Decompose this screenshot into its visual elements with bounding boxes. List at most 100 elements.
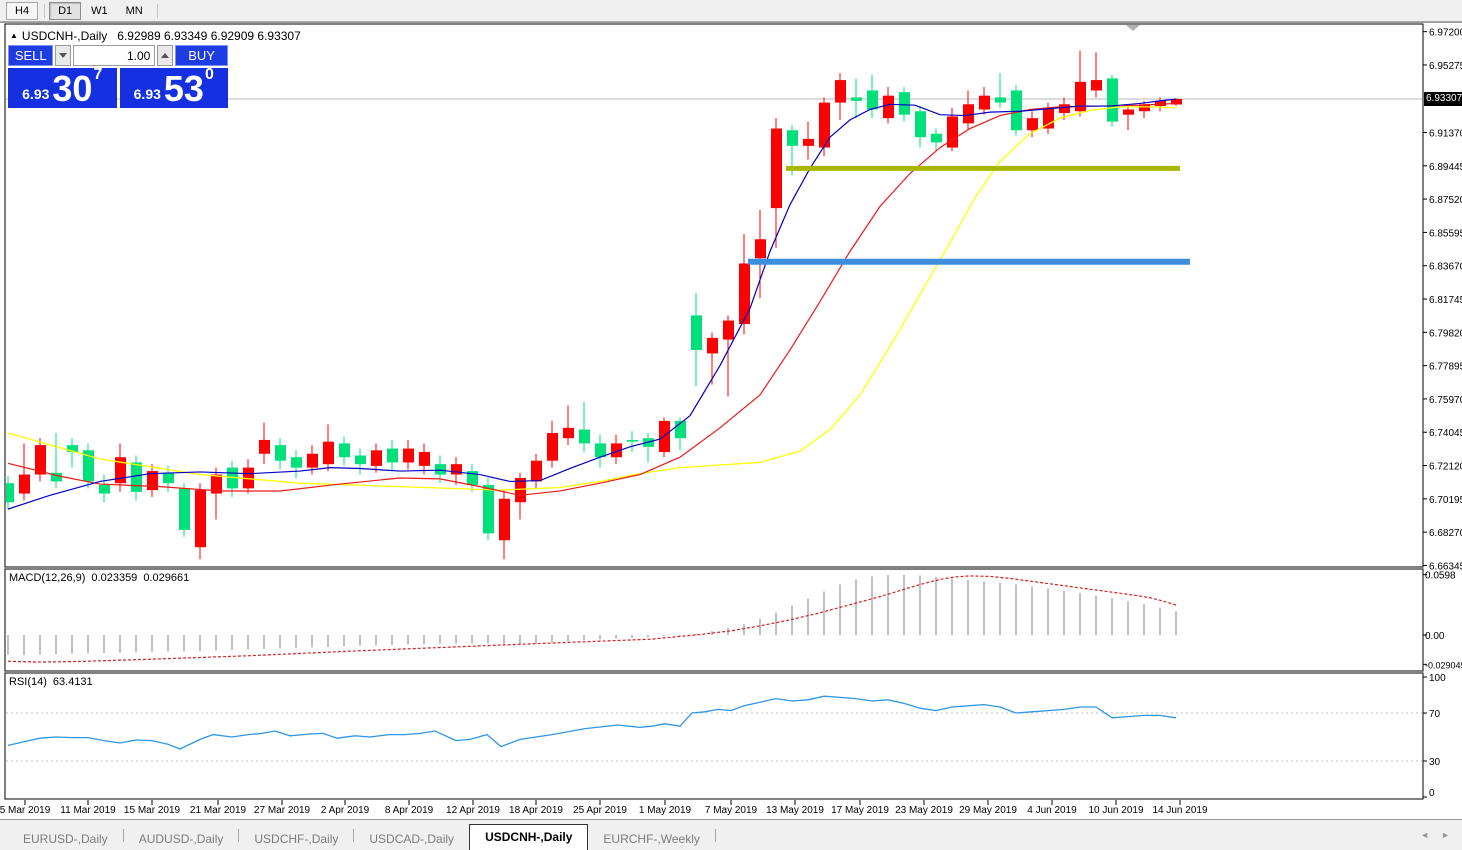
rsi-pane bbox=[6, 695, 1422, 762]
tab-separator bbox=[122, 828, 124, 842]
candle-body bbox=[435, 464, 446, 475]
chart-tab-bar: EURUSD-,Daily AUDUSD-,Daily USDCHF-,Dail… bbox=[0, 819, 1462, 850]
candle-body bbox=[1139, 104, 1150, 112]
one-click-trade-panel: SELL BUY 6.93 30 7 6.93 53 0 bbox=[8, 45, 228, 108]
tab-scroll-controls: ◄ ► bbox=[1420, 830, 1450, 840]
candle-body bbox=[451, 464, 462, 475]
candle-body bbox=[819, 102, 830, 148]
sell-price-base: 6.93 bbox=[22, 86, 50, 102]
timeframe-button-mn[interactable]: MN bbox=[125, 4, 143, 17]
candle-body bbox=[851, 97, 862, 101]
macd-pane-label: MACD(12,26,9) 0.023359 0.029661 bbox=[9, 572, 195, 584]
macd-indicator-name: MACD(12,26,9) bbox=[9, 572, 86, 584]
macd-main-value: 0.023359 bbox=[91, 572, 138, 584]
main-price-pane bbox=[6, 50, 1422, 560]
date-axis-label: 10 Jun 2019 bbox=[1088, 805, 1143, 816]
candle-body bbox=[947, 116, 958, 148]
price-axis-label: 6.70195 bbox=[1429, 495, 1462, 506]
buy-button[interactable]: BUY bbox=[175, 45, 228, 66]
candle-body bbox=[531, 460, 542, 482]
candle-body bbox=[35, 445, 46, 475]
chart-tab-usdcnh-active[interactable]: USDCNH-,Daily bbox=[469, 824, 589, 850]
chart-symbol-label: USDCNH-,Daily bbox=[21, 29, 108, 43]
timeframe-toolbar: H4 D1 W1 MN bbox=[0, 0, 1462, 22]
timeframe-button-d1[interactable]: D1 bbox=[49, 1, 82, 20]
candle-body bbox=[1059, 104, 1070, 113]
date-axis-label: 29 May 2019 bbox=[959, 805, 1017, 816]
candle-body bbox=[195, 490, 206, 548]
date-axis-label: 18 Apr 2019 bbox=[509, 805, 563, 816]
rsi-pane-label: RSI(14) 63.4131 bbox=[9, 676, 99, 688]
volume-increase-button[interactable] bbox=[157, 45, 174, 66]
candle-body bbox=[627, 439, 638, 442]
candle-body bbox=[307, 453, 318, 468]
candle-body bbox=[659, 420, 670, 453]
chart-tab-audusd[interactable]: AUDUSD-,Daily bbox=[138, 832, 224, 846]
chart-title: ▲ USDCNH-,Daily 6.92989 6.93349 6.92909 6.… bbox=[10, 29, 301, 43]
date-axis-label: 13 May 2019 bbox=[766, 805, 824, 816]
candle-body bbox=[115, 457, 126, 484]
arrow-up-icon bbox=[161, 53, 170, 58]
volume-decrease-button[interactable] bbox=[55, 45, 72, 66]
date-axis-label: 21 Mar 2019 bbox=[190, 805, 247, 816]
price-axis-label: 6.83670 bbox=[1429, 262, 1462, 273]
buy-price-display[interactable]: 6.93 53 0 bbox=[119, 66, 228, 109]
candle-body bbox=[675, 420, 686, 439]
candle-body bbox=[1011, 90, 1022, 131]
chart-window bbox=[0, 22, 1462, 820]
chart-tab-usdchf[interactable]: USDCHF-,Daily bbox=[254, 832, 339, 846]
candle-body bbox=[1107, 78, 1118, 122]
pane-border bbox=[4, 672, 1424, 800]
rsi-axis-label: 100 bbox=[1429, 673, 1446, 684]
candle-body bbox=[371, 450, 382, 466]
candle-body bbox=[787, 130, 798, 146]
toolbar-separator bbox=[156, 3, 158, 18]
macd-axis-label: 0.0598 bbox=[1425, 571, 1456, 582]
price-axis-label: 6.68270 bbox=[1429, 528, 1462, 539]
candle-body bbox=[403, 448, 414, 463]
date-axis-label: 23 May 2019 bbox=[895, 805, 953, 816]
candle-body bbox=[515, 477, 526, 503]
candle-body bbox=[563, 427, 574, 439]
candle-body bbox=[915, 111, 926, 138]
chart-tab-eurchf[interactable]: EURCHF-,Weekly bbox=[603, 832, 700, 846]
candle-body bbox=[931, 133, 942, 143]
candle-body bbox=[387, 448, 398, 463]
timeframe-button-w1[interactable]: W1 bbox=[91, 4, 108, 17]
chart-tab-eurusd[interactable]: EURUSD-,Daily bbox=[23, 832, 108, 846]
timeframe-button-h4[interactable]: H4 bbox=[6, 1, 39, 20]
buy-price-pips: 53 bbox=[163, 68, 204, 109]
chart-shift-marker-icon[interactable] bbox=[1126, 25, 1140, 31]
candle-body bbox=[1027, 118, 1038, 131]
candle-body bbox=[707, 337, 718, 354]
candle-body bbox=[19, 474, 30, 494]
price-axis-label: 6.81745 bbox=[1429, 295, 1462, 306]
tab-scroll-right-icon[interactable]: ► bbox=[1441, 830, 1450, 840]
volume-input[interactable] bbox=[73, 45, 156, 66]
tab-scroll-left-icon[interactable]: ◄ bbox=[1420, 830, 1430, 840]
chart-tab-usdcad[interactable]: USDCAD-,Daily bbox=[369, 832, 455, 846]
candle-body bbox=[67, 445, 78, 453]
candle-body bbox=[867, 90, 878, 110]
candle-body bbox=[1091, 80, 1102, 91]
sell-button[interactable]: SELL bbox=[8, 45, 54, 66]
candle-body bbox=[1123, 109, 1134, 115]
tab-separator bbox=[238, 828, 240, 842]
collapse-arrow-icon[interactable]: ▲ bbox=[10, 31, 18, 40]
price-axis[interactable]: 6.97200 6.95275 6.91370 6.89445 6.87520 6.855… bbox=[1423, 28, 1462, 573]
candle-body bbox=[259, 439, 270, 454]
date-axis[interactable]: 5 Mar 2019 11 Mar 2019 15 Mar 2019 21 Mar 2… bbox=[0, 800, 1208, 816]
candle-body bbox=[1171, 98, 1182, 105]
rsi-axis: 100 70 30 0 bbox=[1423, 673, 1446, 799]
candle-body bbox=[979, 95, 990, 110]
chart-ohlc-values: 6.92989 6.93349 6.92909 6.93307 bbox=[117, 29, 301, 43]
price-axis-label: 6.77895 bbox=[1429, 362, 1462, 373]
tab-separator bbox=[714, 828, 716, 842]
candle-body bbox=[739, 263, 750, 325]
candle-body bbox=[211, 474, 222, 494]
ma-fast-blue-line bbox=[7, 98, 1177, 510]
candle-body bbox=[1075, 81, 1086, 112]
sell-price-display[interactable]: 6.93 30 7 bbox=[8, 66, 117, 108]
